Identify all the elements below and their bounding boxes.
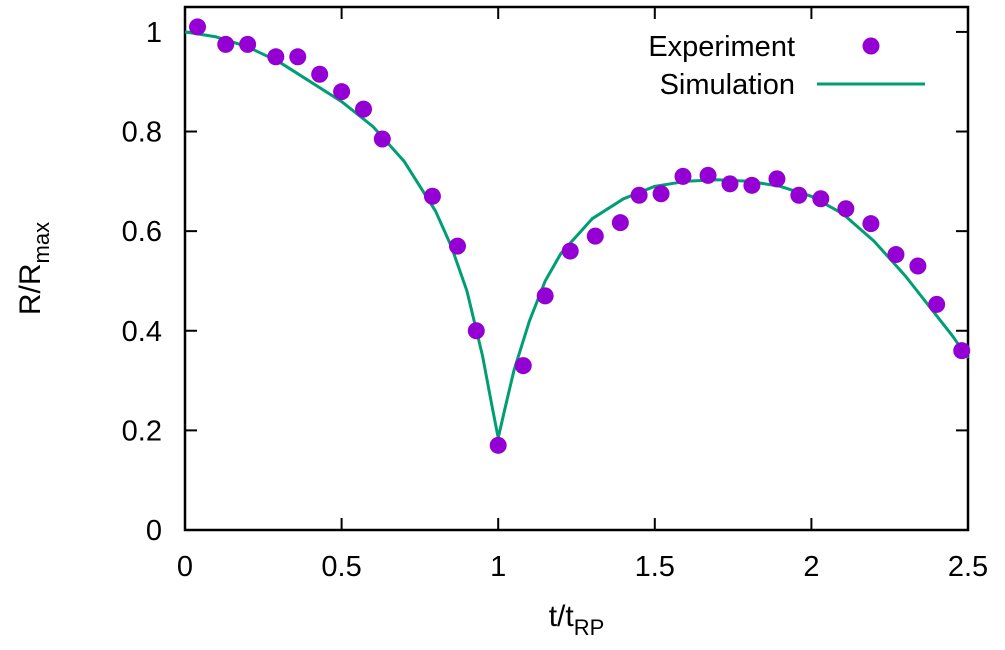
experiment-point	[743, 176, 761, 194]
experiment-point	[837, 200, 855, 218]
plot-border	[183, 5, 970, 532]
y-tick-label: 0.2	[122, 415, 162, 447]
y-tick-label: 0.6	[122, 216, 162, 248]
experiment-point	[586, 227, 604, 245]
axis-ticks: 0 0.5 1 1.5 2 2.5 0 0.2 0.4 0.6 0.8 1	[122, 7, 988, 583]
experiment-point	[652, 185, 670, 203]
experiment-point	[928, 295, 946, 313]
experiment-point	[721, 175, 739, 193]
experiment-point	[909, 257, 927, 275]
experiment-point	[467, 322, 485, 340]
experiment-point	[611, 214, 629, 232]
experiment-point	[536, 287, 554, 305]
legend-label-simulation: Simulation	[660, 69, 795, 101]
x-tick-label: 1.5	[635, 551, 675, 583]
axis-titles: t/tRP R/Rmax	[14, 222, 604, 640]
y-axis-title: R/Rmax	[14, 222, 54, 315]
experiment-point	[448, 237, 466, 255]
experiment-point	[768, 170, 786, 188]
y-tick-label: 0.4	[122, 316, 162, 348]
experiment-point	[373, 130, 391, 148]
legend-label-experiment: Experiment	[648, 31, 795, 63]
x-tick-label: 1	[490, 551, 506, 583]
x-tick-label: 2	[803, 551, 819, 583]
plot-frame	[183, 5, 970, 532]
experiment-point	[630, 186, 648, 204]
x-axis-title-subscript: RP	[574, 615, 605, 640]
y-axis-title-subscript: max	[29, 222, 54, 264]
experiment-point	[887, 246, 905, 264]
experiment-point	[699, 166, 717, 184]
experiment-point	[239, 35, 257, 53]
experiment-point	[561, 242, 579, 260]
experiment-point	[862, 215, 880, 233]
legend: Experiment Simulation	[648, 31, 925, 101]
y-axis-title-main: R/R	[14, 263, 47, 315]
experiment-point	[355, 100, 373, 118]
experiment-point	[812, 190, 830, 208]
x-tick-label: 2.5	[948, 551, 988, 583]
experiment-point	[333, 83, 351, 101]
y-tick-label: 0	[146, 515, 162, 547]
experiment-point	[217, 35, 235, 53]
experiment-point	[514, 357, 532, 375]
experiment-point	[311, 65, 329, 83]
legend-marker-experiment	[862, 37, 880, 55]
experiment-point	[289, 48, 307, 66]
y-tick-label: 0.8	[122, 117, 162, 149]
simulation-line	[184, 30, 970, 440]
experiment-point	[189, 18, 207, 36]
experiment-point	[790, 186, 808, 204]
experiment-point	[489, 436, 507, 454]
experiment-point	[674, 167, 692, 185]
x-tick-label: 0	[177, 551, 193, 583]
experiment-point	[267, 48, 285, 66]
x-axis-title: t/tRP	[549, 600, 605, 640]
experiment-point	[423, 187, 441, 205]
x-tick-label: 0.5	[321, 551, 361, 583]
y-tick-label: 1	[146, 17, 162, 49]
experiment-point	[953, 342, 971, 360]
x-axis-title-main: t/t	[549, 600, 575, 633]
series-layer	[184, 18, 971, 454]
